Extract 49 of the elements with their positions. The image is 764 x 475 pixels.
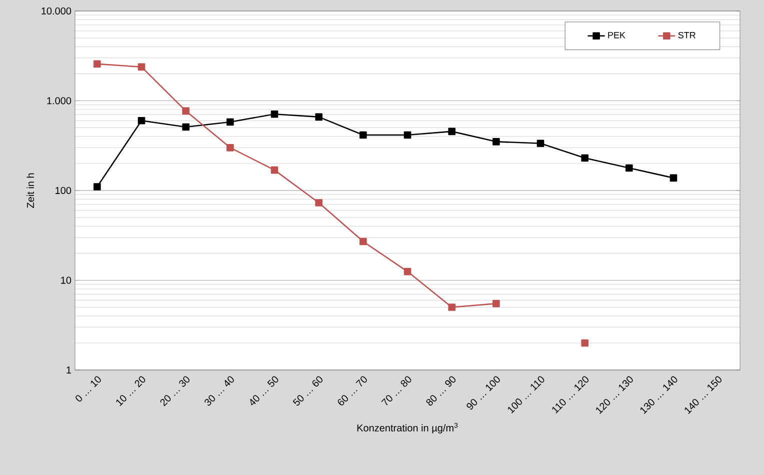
point <box>492 138 500 146</box>
y-tick-label: 10 <box>61 276 72 284</box>
point <box>94 60 101 68</box>
point <box>315 199 322 206</box>
point <box>270 110 278 118</box>
x-tick-label: 70 … 80 <box>381 376 412 406</box>
point <box>581 154 588 162</box>
point <box>138 117 146 124</box>
point <box>536 140 544 148</box>
point <box>360 238 367 246</box>
x-tick-label: 0 … 10 <box>76 376 101 402</box>
x-tick-label: 110 … 120 <box>552 376 589 414</box>
x-tick-label: 20 … 30 <box>160 376 190 406</box>
point <box>670 174 678 182</box>
point <box>94 183 101 190</box>
point <box>138 63 146 71</box>
point <box>404 131 412 139</box>
point <box>270 166 278 174</box>
y-tick-label: 10.000 <box>42 7 72 15</box>
x-tick-label: 120 … 130 <box>596 376 633 414</box>
point <box>404 268 412 276</box>
y-tick-label: 1 <box>66 366 71 374</box>
point <box>626 164 633 172</box>
point <box>226 118 234 126</box>
x-tick-label: 90 … 100 <box>466 376 500 410</box>
x-tick-label: 30 … 40 <box>204 376 234 406</box>
x-tick-label: 100 … 110 <box>508 376 544 414</box>
point <box>182 123 190 131</box>
x-tick-label: 10 … 20 <box>116 376 146 406</box>
x-tick-label: 140 … 150 <box>684 376 722 414</box>
legend-label: STR <box>678 32 696 38</box>
point <box>448 304 456 311</box>
point <box>492 300 500 308</box>
y-tick-label: 100 <box>56 186 72 194</box>
x-tick-label: 50 … 60 <box>292 376 323 406</box>
x-tick-label: 130 … 140 <box>640 376 678 414</box>
point <box>448 128 456 136</box>
x-tick-label: 40 … 50 <box>250 376 278 406</box>
x-axis-title: Konzentration in µg/m$^{3}$ <box>357 422 458 434</box>
x-tick-label: 60 … 70 <box>338 376 367 406</box>
point <box>315 113 322 121</box>
point <box>581 339 588 347</box>
y-tick-label: 1.000 <box>47 97 72 104</box>
point <box>226 144 234 152</box>
point <box>182 107 190 115</box>
y-axis-title: Zeit in h <box>26 173 34 208</box>
point <box>360 131 367 139</box>
legend-label: PEK <box>608 32 626 38</box>
x-tick-label: 80 … 90 <box>426 376 456 406</box>
